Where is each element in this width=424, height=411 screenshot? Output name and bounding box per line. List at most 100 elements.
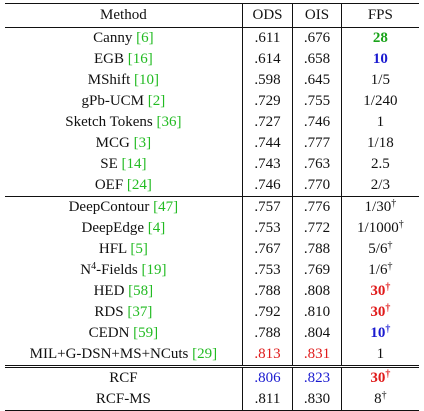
ois-value: .770 <box>292 175 342 197</box>
table-row: OEF [24] .746.770 2/3 <box>5 175 419 197</box>
fps-number: 10 <box>370 325 386 341</box>
citation-link[interactable]: [58] <box>128 283 154 299</box>
citation-link[interactable]: [59] <box>133 325 159 341</box>
fps-number: 30 <box>370 370 386 386</box>
method-cell: SE [14] <box>5 154 242 175</box>
fps-number: 8 <box>374 391 382 407</box>
fps-value: 2.5 <box>340 154 419 175</box>
citation-link[interactable]: [3] <box>133 135 152 151</box>
method-cell: Canny [6] <box>5 28 242 50</box>
fps-value: 10 <box>340 49 419 70</box>
method-name: Sketch Tokens <box>65 114 157 130</box>
gpu-dagger-mark: † <box>391 198 397 209</box>
ois-value: .645 <box>292 70 342 91</box>
citation-link[interactable]: [37] <box>127 304 153 320</box>
citation-link[interactable]: [36] <box>156 114 182 130</box>
ods-value: .813 <box>241 344 293 367</box>
method-name: DeepEdge <box>81 220 148 236</box>
fps-value: 1/5 <box>340 70 419 91</box>
method-name: DeepContour <box>68 199 154 215</box>
citation-link[interactable]: [6] <box>136 30 154 46</box>
method-name-prefix: N <box>80 262 92 278</box>
citation-link[interactable]: [4] <box>147 220 166 236</box>
table-row: RCF-MS .811.830 8† <box>5 389 419 411</box>
gpu-dagger-mark: † <box>385 282 391 293</box>
method-cell: CEDN [59] <box>5 323 242 344</box>
ods-value: .753 <box>241 218 293 239</box>
ods-value: .792 <box>241 302 293 323</box>
method-name: CEDN <box>88 325 134 341</box>
header-ois: OIS <box>292 3 342 28</box>
citation-link[interactable]: [2] <box>147 93 166 109</box>
method-name: HED <box>93 283 129 299</box>
ods-value: .727 <box>241 112 293 133</box>
citation-link[interactable]: [24] <box>126 177 152 193</box>
fps-number: 1/6 <box>368 262 388 278</box>
method-cell: N4-Fields [19] <box>5 260 242 281</box>
citation-link[interactable]: [14] <box>121 156 147 172</box>
ods-value: .757 <box>241 196 293 218</box>
method-name: gPb-UCM <box>81 93 148 109</box>
method-cell: Sketch Tokens [36] <box>5 112 242 133</box>
ois-value: .755 <box>292 91 342 112</box>
table-row: DeepEdge [4] .753.772 1/1000† <box>5 218 419 239</box>
gpu-dagger-mark: † <box>398 219 404 230</box>
table-row: N4-Fields [19] .753.769 1/6† <box>5 260 419 281</box>
method-cell: HFL [5] <box>5 239 242 260</box>
method-cell: RCF <box>5 365 243 389</box>
ods-value: .806 <box>241 365 293 389</box>
citation-link[interactable]: [16] <box>127 51 153 67</box>
table-row: RCF .806.823 30† <box>5 365 419 389</box>
header-ods: ODS <box>241 3 293 28</box>
fps-value: 1/1000† <box>340 218 419 239</box>
gpu-dagger-mark: † <box>381 390 387 401</box>
fps-number: 1/18 <box>367 135 394 151</box>
fps-value: 10† <box>340 323 419 344</box>
fps-value: 30† <box>340 302 419 323</box>
method-name: MCG <box>95 135 134 151</box>
method-cell: RCF-MS <box>5 389 243 411</box>
ois-value: .808 <box>292 281 342 302</box>
ods-value: .788 <box>241 323 293 344</box>
method-cell: MCG [3] <box>5 133 242 154</box>
ois-value: .776 <box>292 196 342 218</box>
ois-value: .763 <box>292 154 342 175</box>
citation-link[interactable]: [19] <box>141 262 167 278</box>
method-cell: HED [58] <box>5 281 242 302</box>
ods-value: .811 <box>241 389 293 411</box>
table-row: MShift [10] .598.645 1/5 <box>5 70 419 91</box>
ois-value: .804 <box>292 323 342 344</box>
ods-value: .767 <box>241 239 293 260</box>
method-cell: DeepEdge [4] <box>5 218 242 239</box>
method-name: RDS <box>94 304 128 320</box>
citation-link[interactable]: [10] <box>134 72 160 88</box>
table-row: MCG [3] .744.777 1/18 <box>5 133 419 154</box>
ods-value: .788 <box>241 281 293 302</box>
fps-value: 1/6† <box>340 260 419 281</box>
ois-value: .830 <box>292 389 342 411</box>
gpu-dagger-mark: † <box>387 240 393 251</box>
citation-link[interactable]: [5] <box>130 241 148 257</box>
ods-value: .744 <box>241 133 293 154</box>
ois-value: .769 <box>292 260 342 281</box>
fps-value: 2/3 <box>340 175 419 197</box>
method-cell: DeepContour [47] <box>5 196 243 218</box>
table-row: Sketch Tokens [36] .727.746 1 <box>5 112 419 133</box>
ois-value: .810 <box>292 302 342 323</box>
fps-value: 1 <box>340 112 419 133</box>
citation-link[interactable]: [47] <box>153 199 179 215</box>
method-name: HFL <box>98 241 131 257</box>
ois-value: .823 <box>292 365 342 389</box>
method-name: MShift <box>87 72 135 88</box>
method-cell: EGB [16] <box>5 49 242 70</box>
header-method: Method <box>5 3 243 28</box>
fps-number: 28 <box>372 30 388 46</box>
table-row: gPb-UCM [2] .729.755 1/240 <box>5 91 419 112</box>
fps-value: 5/6† <box>340 239 419 260</box>
fps-number: 5/6 <box>368 241 388 257</box>
fps-value: 30† <box>340 365 419 389</box>
ois-value: .777 <box>292 133 342 154</box>
citation-link[interactable]: [29] <box>192 346 218 362</box>
results-table: Method ODS OIS FPS Canny [6] .611.676 28 EG… <box>5 3 419 411</box>
method-name-sup: 4 <box>91 261 97 272</box>
